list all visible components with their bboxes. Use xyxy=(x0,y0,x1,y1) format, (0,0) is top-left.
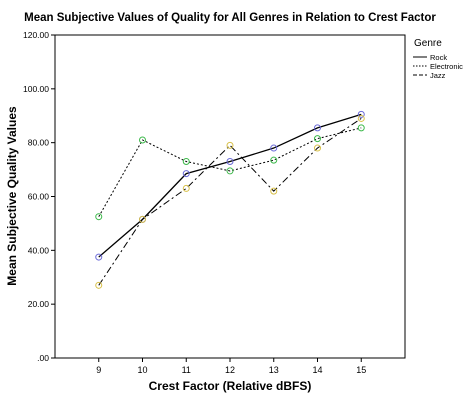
y-axis: .00 20.00 40.00 60.00 80.00 100.00 120.00 xyxy=(23,30,55,363)
x-tick-label: 10 xyxy=(137,365,147,375)
data-point xyxy=(314,144,321,152)
data-point xyxy=(314,135,321,143)
series-layer xyxy=(95,110,365,289)
x-tick-label: 11 xyxy=(182,365,191,375)
series-line xyxy=(98,118,362,286)
data-point xyxy=(226,141,234,149)
y-tick-label: 20.00 xyxy=(28,299,50,309)
series-line xyxy=(98,127,362,217)
data-point xyxy=(270,156,278,164)
y-axis-label: Mean Subjective Quality Values xyxy=(5,106,19,286)
legend-label: Electronic xyxy=(430,62,463,71)
data-point xyxy=(182,170,190,178)
data-point xyxy=(226,167,234,175)
y-tick-label: 40.00 xyxy=(28,245,50,255)
data-point xyxy=(139,215,146,223)
data-point xyxy=(270,187,278,195)
data-point xyxy=(95,213,103,221)
legend-label: Jazz xyxy=(430,71,446,80)
y-tick-label: 60.00 xyxy=(28,192,50,202)
x-tick-label: 12 xyxy=(225,365,235,375)
data-point xyxy=(357,124,365,132)
data-point xyxy=(95,281,103,289)
legend-item: Rock xyxy=(413,53,447,62)
y-tick-label: .00 xyxy=(37,353,49,363)
y-tick-label: 100.00 xyxy=(23,84,49,94)
y-tick-label: 120.00 xyxy=(23,30,49,40)
series-jazz xyxy=(95,114,365,289)
data-point xyxy=(357,110,365,118)
legend-item: Electronic xyxy=(413,62,463,71)
legend-label: Rock xyxy=(430,53,447,62)
data-point xyxy=(95,253,103,261)
data-point xyxy=(182,184,190,192)
chart-title: Mean Subjective Values of Quality for Al… xyxy=(24,12,436,24)
x-tick-label: 13 xyxy=(269,365,279,375)
y-tick-label: 80.00 xyxy=(28,138,50,148)
x-tick-label: 15 xyxy=(356,365,366,375)
data-point xyxy=(182,158,190,166)
data-point xyxy=(226,158,234,166)
x-tick-label: 9 xyxy=(96,365,101,375)
data-point xyxy=(314,124,321,132)
data-point xyxy=(357,114,365,122)
x-tick-label: 14 xyxy=(312,365,322,375)
data-point xyxy=(139,136,146,144)
plot-area xyxy=(54,34,406,359)
data-point xyxy=(270,144,278,152)
x-axis: 9 10 11 12 13 14 15 xyxy=(96,358,366,375)
legend-item: Jazz xyxy=(413,71,446,80)
x-axis-label: Crest Factor (Relative dBFS) xyxy=(149,379,312,393)
series-electronic xyxy=(95,124,365,221)
legend-title: Genre xyxy=(414,38,442,49)
